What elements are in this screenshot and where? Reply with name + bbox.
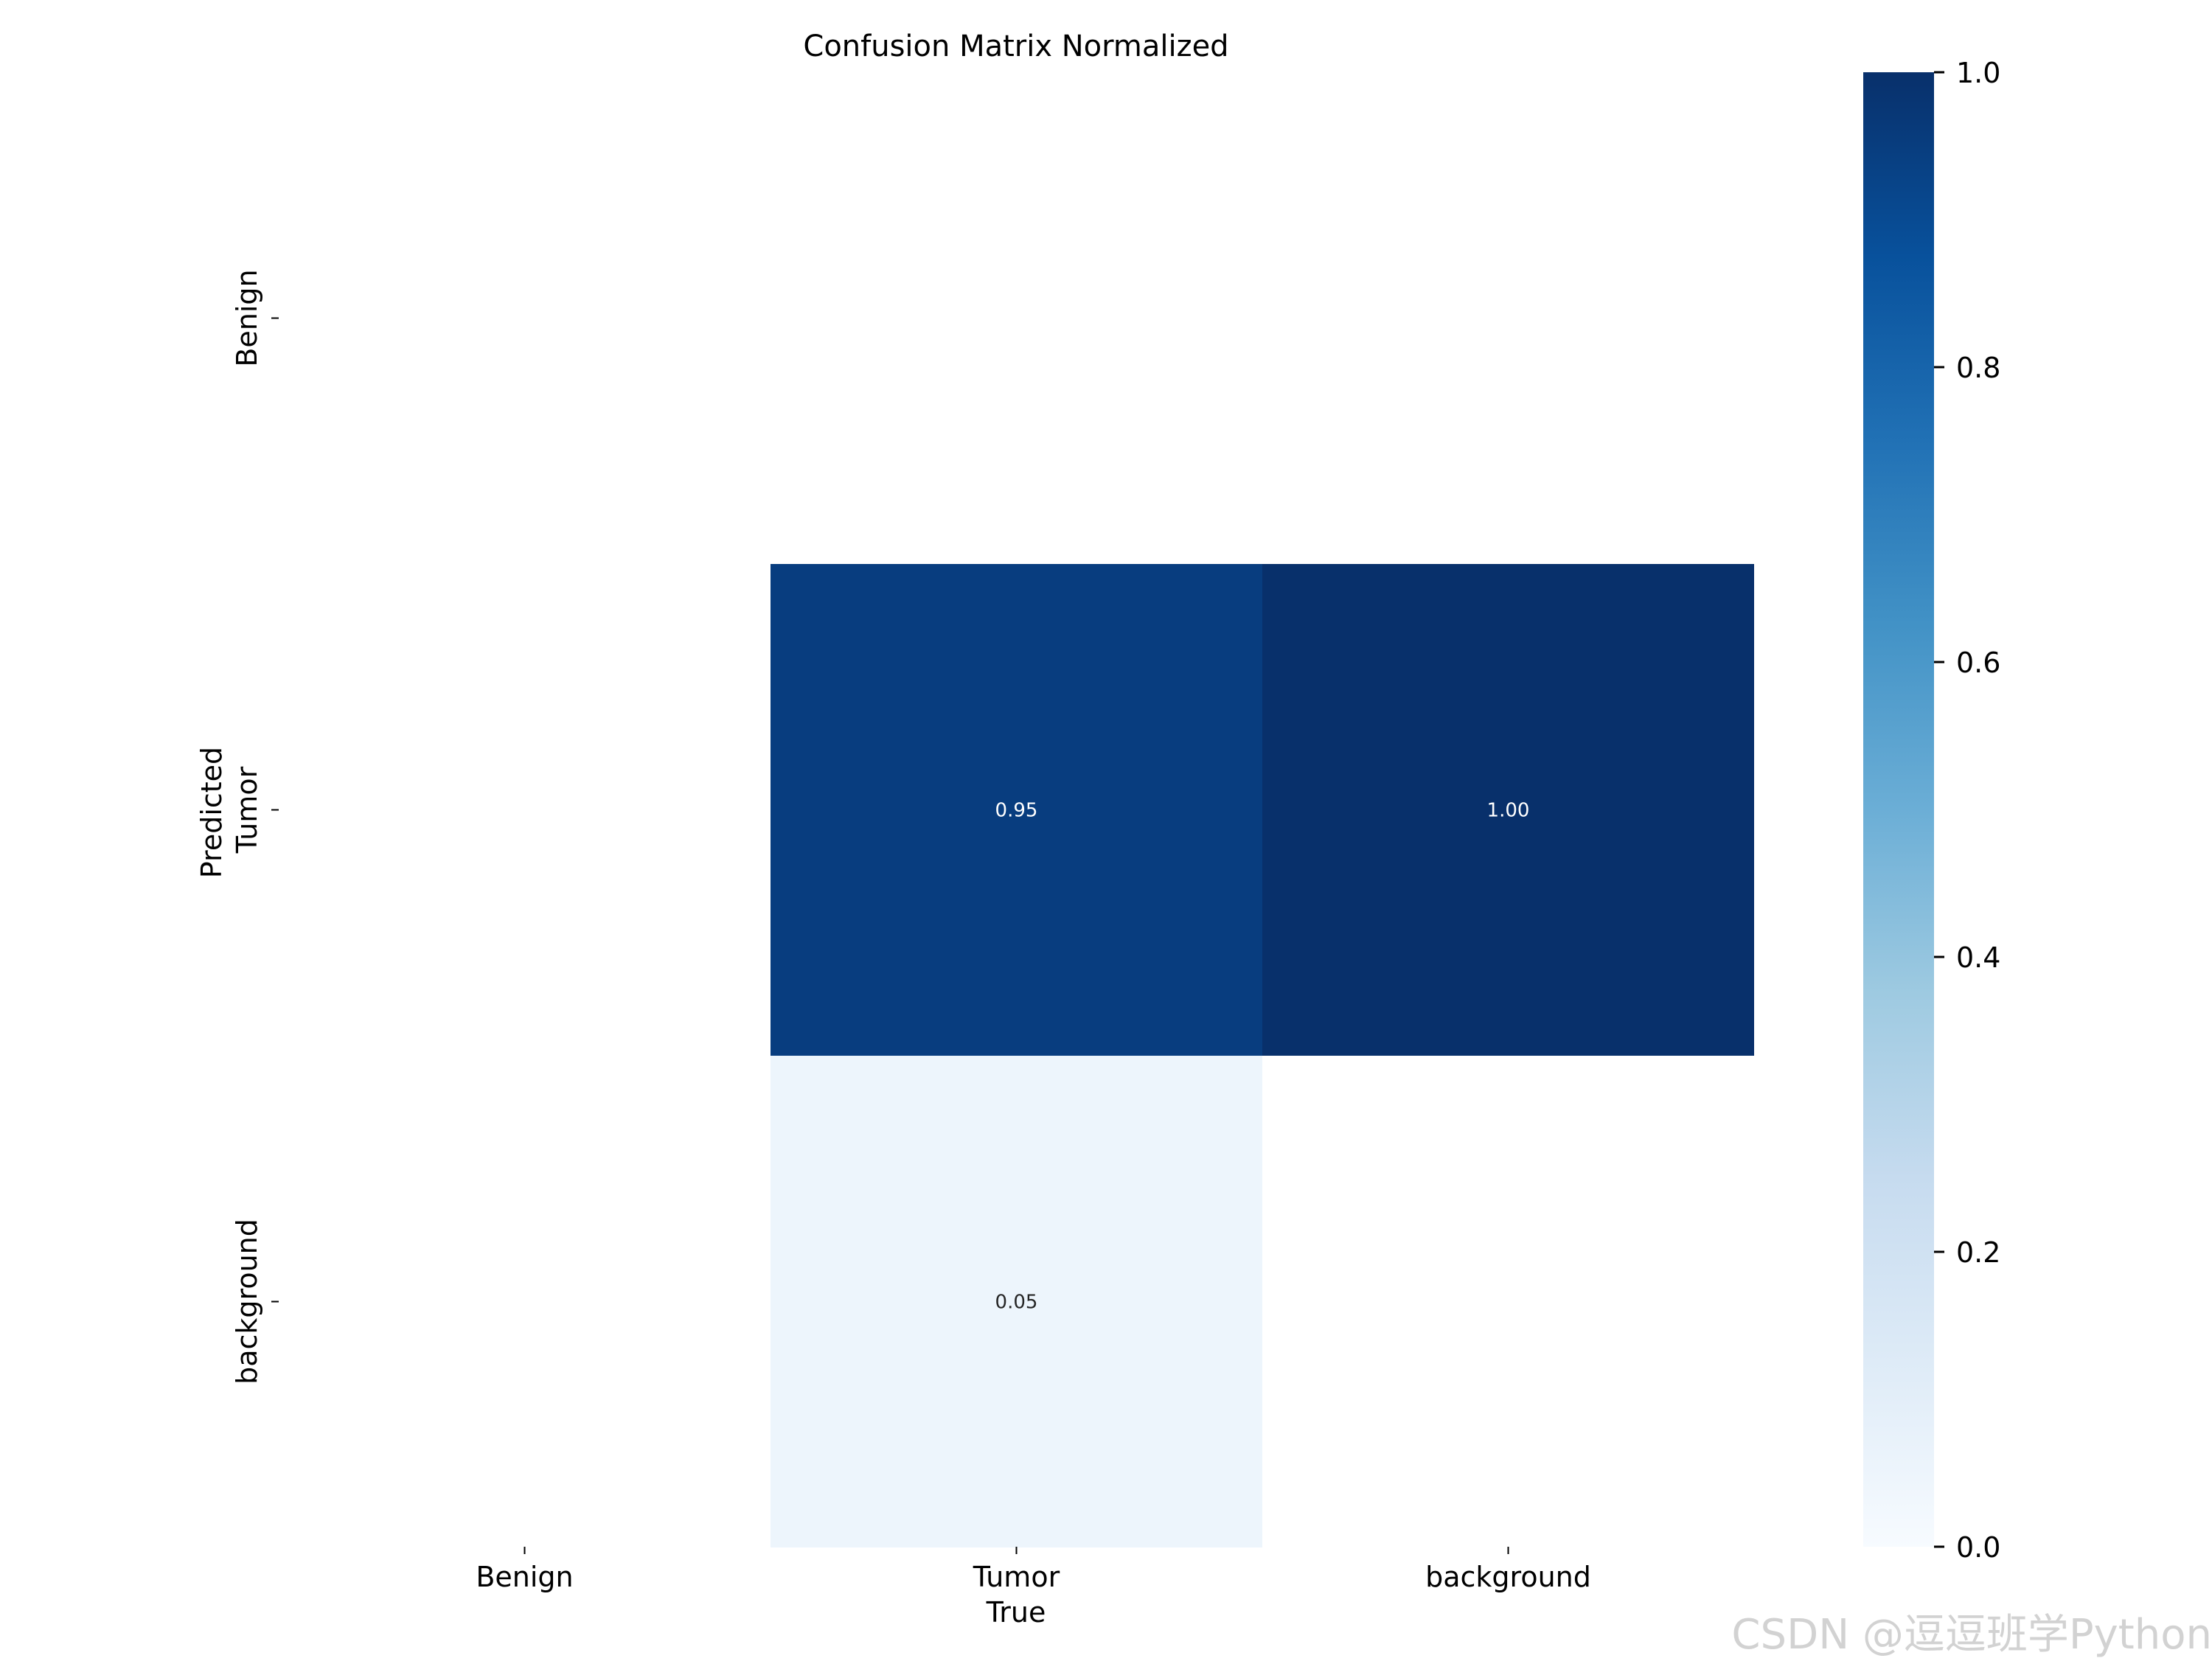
chart-title: Confusion Matrix Normalized bbox=[803, 29, 1228, 63]
heatmap-cell bbox=[1262, 564, 1754, 1056]
x-axis-ticks: Benign Tumor background bbox=[476, 1547, 1591, 1593]
cell-value-label: 1.00 bbox=[1487, 800, 1530, 822]
colorbar-tick-label: 0.2 bbox=[1956, 1236, 2000, 1269]
cell-value-label: 0.95 bbox=[995, 800, 1038, 822]
colorbar-tick-label: 1.0 bbox=[1956, 57, 2000, 89]
colorbar-ticks: 0.0 0.2 0.4 0.6 0.8 1.0 bbox=[1934, 57, 2000, 1564]
x-tick-label: Tumor bbox=[973, 1561, 1060, 1593]
colorbar-tick-label: 0.6 bbox=[1956, 647, 2000, 679]
heatmap-cell bbox=[771, 564, 1262, 1056]
colorbar bbox=[1863, 72, 1934, 1547]
heatmap-cell-labels: 0.95 1.00 0.05 bbox=[995, 800, 1530, 1314]
x-tick-label: Benign bbox=[476, 1561, 573, 1593]
heatmap-cells bbox=[771, 564, 1754, 1547]
x-axis-label: True bbox=[986, 1596, 1046, 1629]
y-axis-label: Predicted bbox=[195, 747, 228, 878]
y-tick-label: Benign bbox=[231, 269, 263, 366]
y-tick-label: Tumor bbox=[231, 766, 263, 854]
watermark-text: CSDN @逗逗班学Python bbox=[1731, 1611, 2212, 1659]
colorbar-tick-label: 0.4 bbox=[1956, 941, 2000, 974]
cell-value-label: 0.05 bbox=[995, 1292, 1038, 1314]
y-tick-label: background bbox=[231, 1219, 263, 1385]
heatmap-cell bbox=[771, 1056, 1262, 1547]
colorbar-tick-label: 0.0 bbox=[1956, 1531, 2000, 1564]
colorbar-tick-label: 0.8 bbox=[1956, 352, 2000, 384]
x-tick-label: background bbox=[1425, 1561, 1591, 1593]
y-axis-ticks: Benign Tumor background bbox=[231, 269, 279, 1385]
